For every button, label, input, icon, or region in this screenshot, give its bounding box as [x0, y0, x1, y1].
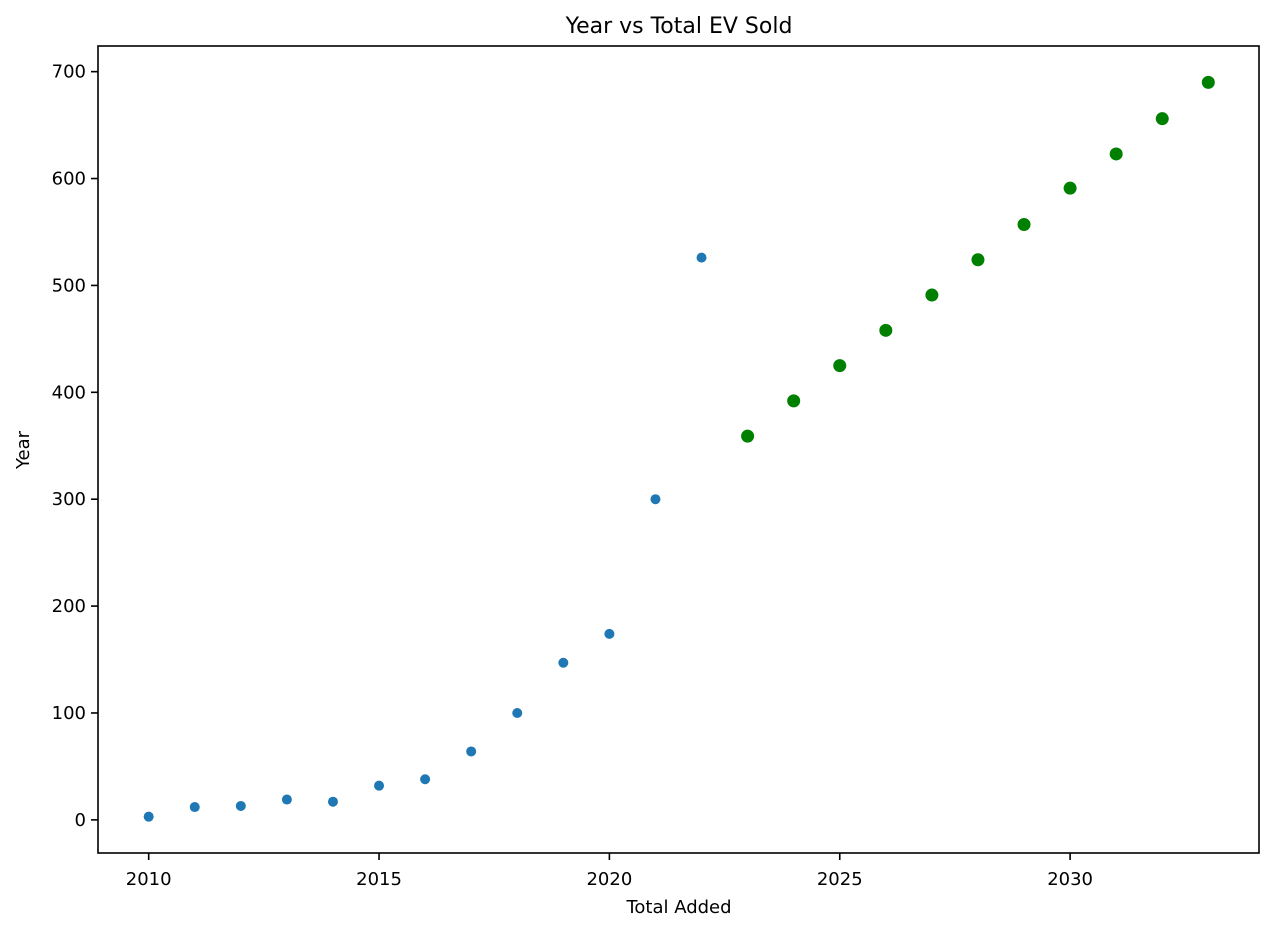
x-tick-label: 2010: [126, 869, 172, 890]
data-point-series-1: [420, 774, 431, 785]
data-point-series-2: [787, 394, 801, 408]
data-point-series-1: [143, 811, 154, 822]
data-point-series-1: [650, 494, 661, 505]
data-point-series-1: [558, 657, 569, 668]
plot-frame: [97, 45, 1260, 854]
data-point-series-2: [833, 359, 847, 373]
y-axis: 0 100 200 300 400 500 600 700: [52, 62, 98, 831]
x-axis-label: Total Added: [625, 897, 731, 918]
x-axis: 2010 2015 2020 2025 2030: [126, 853, 1093, 890]
y-tick-label: 700: [52, 62, 86, 83]
y-tick-label: 600: [52, 169, 86, 190]
plot-area: 2010 2015 2020 2025 2030 0 100 200 300 400 500 600…: [52, 45, 1260, 890]
data-point-series-2: [925, 288, 939, 302]
y-tick-label: 300: [52, 489, 86, 510]
x-tick-label: 2020: [586, 869, 632, 890]
x-tick-label: 2015: [356, 869, 402, 890]
data-point-series-1: [327, 796, 338, 807]
data-point-series-1: [374, 780, 385, 791]
data-point-series-1: [235, 800, 246, 811]
y-axis-label: Year: [13, 430, 34, 470]
data-point-series-2: [1155, 112, 1169, 126]
data-point-series-2: [879, 323, 893, 337]
data-point-series-2: [1109, 147, 1123, 161]
data-point-series-1: [466, 746, 477, 757]
data-point-series-1: [604, 628, 615, 639]
data-point-series-1: [189, 802, 200, 813]
y-tick-label: 400: [52, 382, 86, 403]
data-point-series-2: [1017, 218, 1031, 232]
y-tick-label: 0: [75, 810, 86, 831]
x-tick-label: 2025: [817, 869, 863, 890]
data-point-series-2: [1201, 75, 1215, 89]
data-point-series-1: [281, 794, 292, 805]
data-point-series-2: [971, 253, 985, 267]
y-tick-label: 100: [52, 703, 86, 724]
x-tick-label: 2030: [1047, 869, 1093, 890]
data-point-series-1: [512, 707, 523, 718]
data-point-series-2: [741, 429, 755, 443]
y-tick-label: 500: [52, 275, 86, 296]
y-tick-label: 200: [52, 596, 86, 617]
data-point-series-2: [1063, 181, 1077, 195]
data-points: [143, 75, 1215, 822]
chart-title: Year vs Total EV Sold: [565, 14, 793, 39]
data-point-series-1: [696, 252, 707, 263]
